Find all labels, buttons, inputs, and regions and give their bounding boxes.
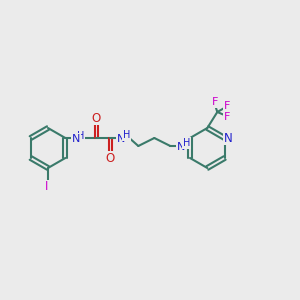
Text: N: N bbox=[72, 134, 80, 144]
Text: H: H bbox=[183, 138, 190, 148]
Text: H: H bbox=[123, 130, 130, 140]
Text: O: O bbox=[106, 152, 115, 164]
Text: N: N bbox=[177, 142, 185, 152]
Text: O: O bbox=[92, 112, 101, 124]
Text: F: F bbox=[224, 101, 230, 111]
Text: I: I bbox=[45, 181, 49, 194]
Text: H: H bbox=[76, 131, 84, 141]
Text: F: F bbox=[212, 97, 218, 107]
Text: F: F bbox=[224, 112, 230, 122]
Text: N: N bbox=[224, 131, 233, 145]
Text: N: N bbox=[117, 134, 125, 144]
